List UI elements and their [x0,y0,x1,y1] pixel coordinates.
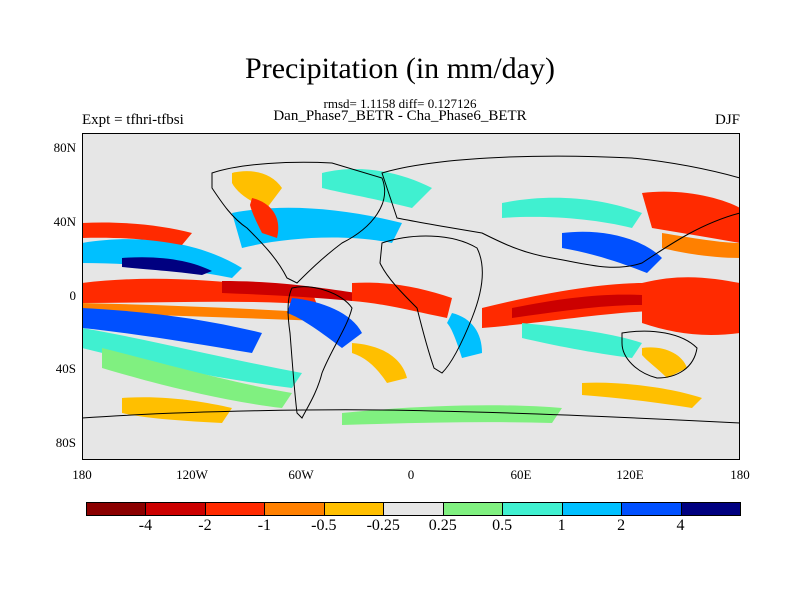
ytick-label: 0 [69,288,77,303]
colorbar-label: -2 [198,517,212,534]
colorbar-label: 4 [676,517,685,534]
field-darkred-itcz [222,281,357,301]
colorbar-box [323,502,385,516]
field-blue-pacific-south [82,308,262,353]
field-red-npacific-west [642,191,740,243]
field-orange-australia [642,347,687,378]
colorbar-box [561,502,623,516]
coastline-antarctica [82,409,740,424]
colorbar-box [145,502,206,516]
colorbar-box [264,502,325,516]
field-orange-atlantic-south [352,343,407,383]
colorbar-label: -4 [138,517,153,534]
coastline-north-america [211,161,386,284]
colorbar-box [86,502,147,516]
field-red-atlantic-north [250,198,279,238]
coastline-australia [621,330,698,379]
xtick-label: 0 [407,467,415,482]
xtick-label: 120W [176,467,208,482]
field-orange-antarctic [582,382,702,408]
field-blue-samerica [287,298,362,348]
coastline-africa [379,235,483,374]
xtick-label: 180 [72,467,92,482]
colorbar-box [621,502,682,516]
colorbar-box [442,502,504,516]
xtick-label: 180 [730,467,750,482]
field-blue-asia [562,231,662,273]
field-darkred-indian [512,294,642,318]
colorbar-label: 1 [557,517,566,534]
colorbar-box [383,502,444,516]
field-orange-pacific-north [232,171,282,208]
field-green-pacific-south [102,348,292,408]
ytick-label: 80N [53,140,76,155]
stats-text: rmsd= 1.1158 diff= 0.127126 [323,96,477,111]
season-label: DJF [714,112,740,128]
colorbar-box [204,502,266,516]
field-orange-npacific [662,233,740,258]
xtick-label: 60W [288,467,314,482]
plot-title: Precipitation (in mm/day) [245,52,555,85]
colorbar-box [680,502,741,516]
field-cyan-asia [502,197,642,228]
colorbar-box [502,502,563,516]
coastline-eurasia [381,155,740,268]
coastline-south-america [287,286,353,419]
field-red-atlantic [352,282,452,318]
field-cyan-atlantic [322,168,432,208]
field-cyan-indian-south [522,323,642,358]
colorbar-label: -1 [257,517,272,534]
xtick-label: 120E [616,467,644,482]
field-red-westpac [642,277,740,335]
colorbar-label: -0.5 [311,517,337,534]
field-green-south [342,405,562,425]
ytick-label: 40N [53,214,76,229]
field-cyan-pacific-south [82,328,302,388]
field-red-npacific-east [82,222,192,245]
colorbar-label: 0.25 [428,517,457,534]
colorbar-label: 2 [617,517,626,534]
plot-subtitle: Dan_Phase7_BETR - Cha_Phase6_BETR [273,108,527,124]
experiment-label: Expt = tfhri-tfbsi [82,112,184,128]
ytick-label: 80S [55,435,76,450]
field-darkblue-pacific [122,257,212,275]
colorbar-label: -0.25 [366,517,400,534]
field-orange-band-south [82,303,322,321]
field-orange-south [122,397,232,423]
ytick-label: 40S [55,361,76,376]
precipitation-map [82,133,740,460]
xtick-label: 60E [510,467,532,482]
colorbar-label: 0.5 [492,517,513,534]
